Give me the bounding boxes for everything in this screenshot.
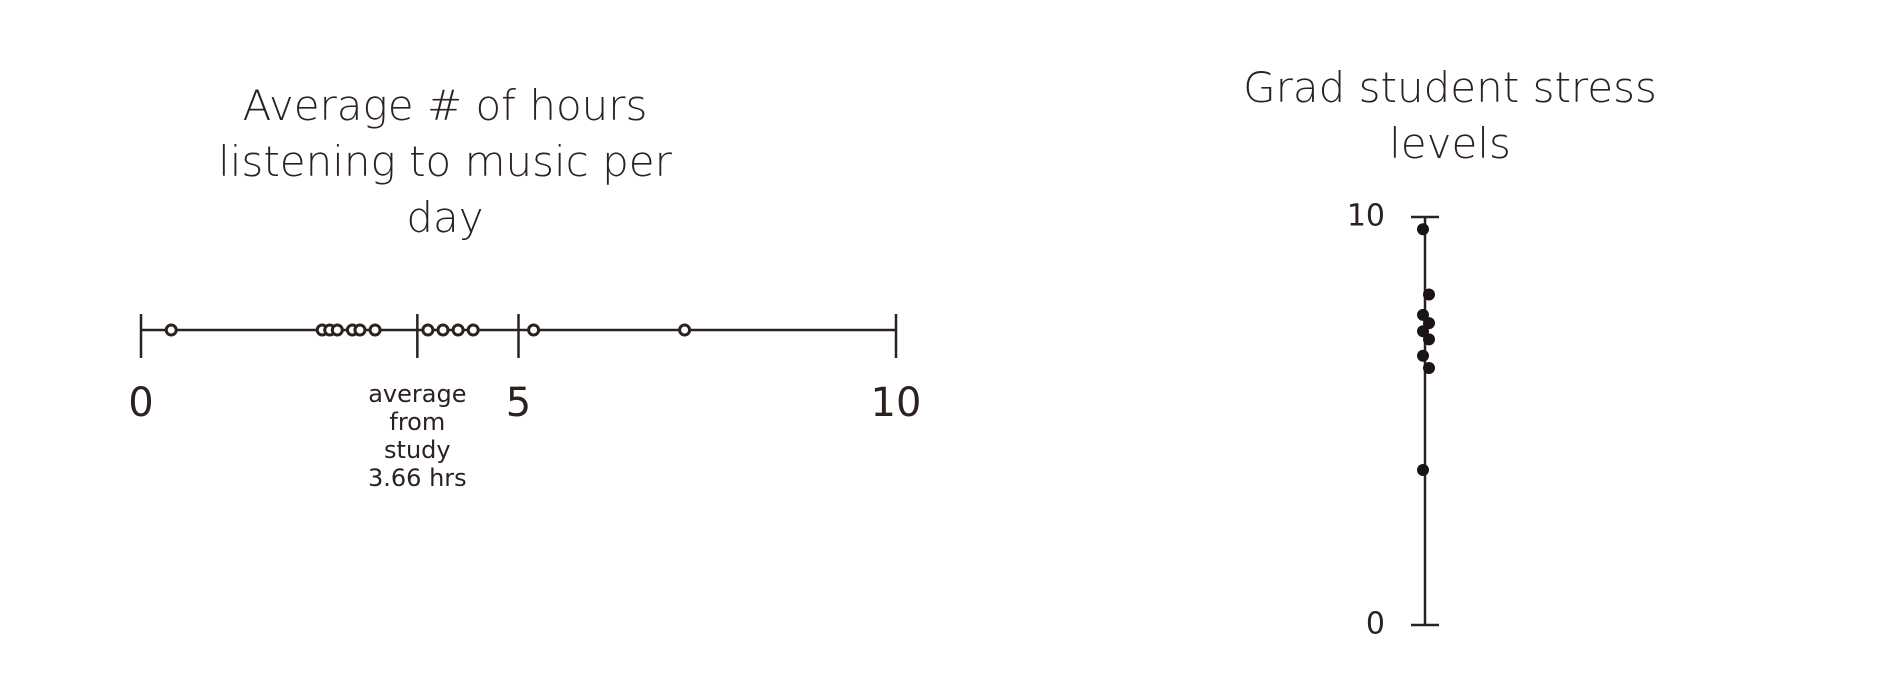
y-tick-label: 10 — [1347, 199, 1385, 234]
data-dot — [436, 323, 450, 337]
x-tick-label: 10 — [871, 380, 922, 426]
data-dot — [330, 323, 344, 337]
data-dot — [1417, 223, 1429, 236]
data-dot — [451, 323, 465, 337]
x-tick-label: 5 — [506, 380, 531, 426]
data-dot — [1417, 349, 1429, 362]
data-dot — [678, 323, 692, 337]
x-tick-label: 0 — [128, 380, 153, 426]
data-dot — [368, 323, 382, 337]
chart-title: Average # of hours listening to music pe… — [218, 81, 672, 242]
annotation: average from study 3.66 hrs — [368, 380, 467, 492]
data-dot — [164, 323, 178, 337]
data-dot — [1423, 361, 1435, 374]
data-dot — [353, 323, 367, 337]
data-dot — [1417, 463, 1429, 476]
y-tick-label: 0 — [1366, 607, 1385, 642]
chart-title: Grad student stress levels — [1243, 63, 1657, 168]
data-dot — [466, 323, 480, 337]
data-dot — [527, 323, 541, 337]
data-dot — [1423, 333, 1435, 346]
data-dot — [421, 323, 435, 337]
data-dot — [1423, 288, 1435, 301]
